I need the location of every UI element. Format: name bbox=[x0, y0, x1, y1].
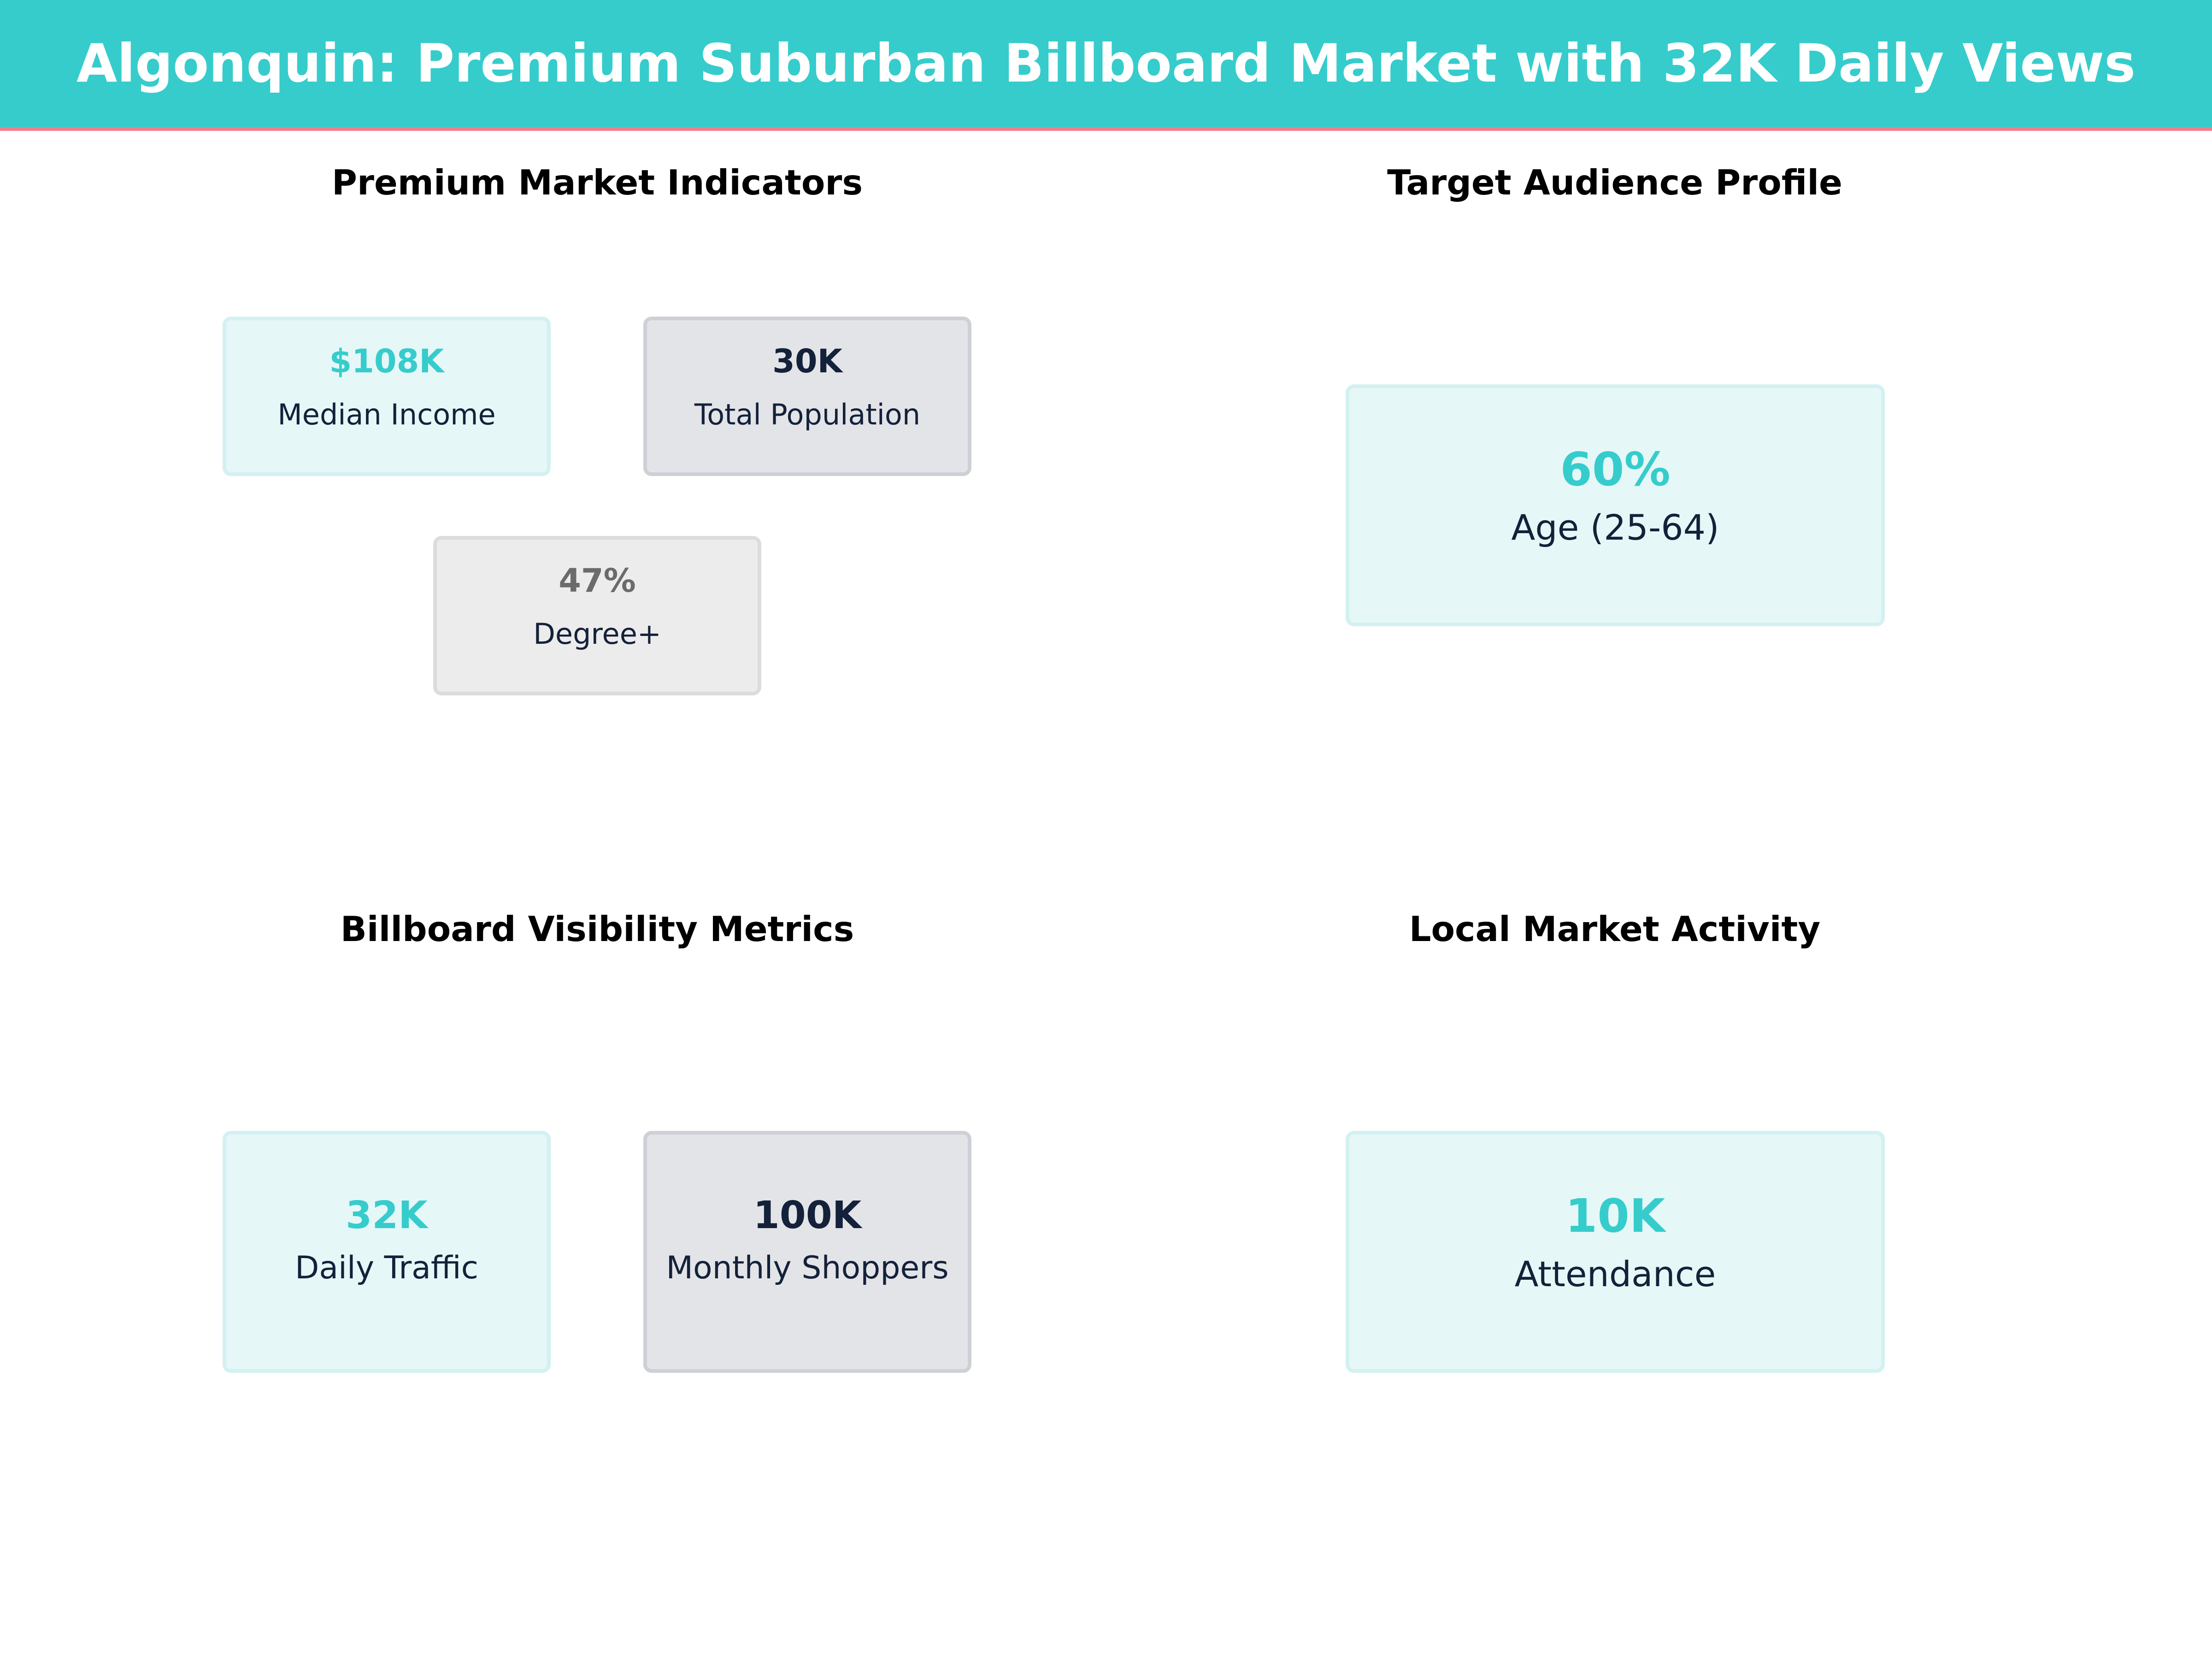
metric-card-degree: 47% Degree+ bbox=[433, 536, 761, 695]
metric-card-total-population: 30K Total Population bbox=[643, 317, 971, 476]
metric-value: $108K bbox=[329, 342, 444, 380]
metric-value: 60% bbox=[1560, 442, 1671, 496]
metric-card-daily-traffic: 32K Daily Traffic bbox=[223, 1131, 551, 1373]
page-title: Algonquin: Premium Suburban Billboard Ma… bbox=[76, 33, 2136, 94]
section-title-billboard-visibility: Billboard Visibility Metrics bbox=[340, 909, 854, 949]
metric-value: 100K bbox=[753, 1194, 862, 1237]
metric-value: 30K bbox=[772, 342, 842, 380]
metric-value: 47% bbox=[559, 562, 636, 600]
metric-label: Total Population bbox=[694, 398, 921, 431]
metric-label: Monthly Shoppers bbox=[666, 1250, 949, 1286]
metric-card-median-income: $108K Median Income bbox=[223, 317, 551, 476]
metric-value: 32K bbox=[346, 1194, 428, 1237]
header-banner: Algonquin: Premium Suburban Billboard Ma… bbox=[0, 0, 2212, 131]
metric-card-age: 60% Age (25-64) bbox=[1346, 384, 1885, 626]
metric-value: 10K bbox=[1565, 1189, 1665, 1243]
metric-card-monthly-shoppers: 100K Monthly Shoppers bbox=[643, 1131, 971, 1373]
section-title-target-audience: Target Audience Profile bbox=[1387, 162, 1842, 203]
metric-card-attendance: 10K Attendance bbox=[1346, 1131, 1885, 1373]
section-title-local-market: Local Market Activity bbox=[1409, 909, 1821, 949]
metric-label: Age (25-64) bbox=[1511, 507, 1719, 548]
metric-label: Daily Traffic bbox=[295, 1250, 478, 1286]
metric-label: Median Income bbox=[277, 398, 496, 431]
metric-label: Attendance bbox=[1514, 1253, 1716, 1294]
section-title-premium-market: Premium Market Indicators bbox=[331, 162, 863, 203]
metric-label: Degree+ bbox=[533, 617, 661, 651]
